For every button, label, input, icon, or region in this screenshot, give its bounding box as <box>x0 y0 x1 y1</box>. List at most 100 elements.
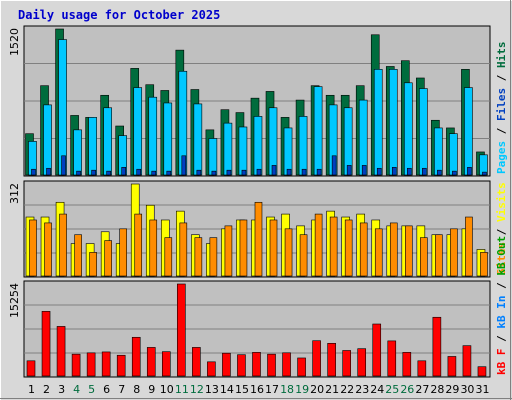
x-tick-5: 5 <box>88 383 95 396</box>
bar-kbf-day-30 <box>462 345 472 377</box>
bar-sites-day-29 <box>450 228 458 277</box>
x-axis-ticks: 1 2 3 4 5 6 7 8 9 10 11 12 13 14 15 16 17 18 19 20 21 22 23 24 2… <box>28 383 489 396</box>
bar-files-day-2 <box>43 104 52 176</box>
bar-sites-day-27 <box>420 237 428 277</box>
x-tick-29: 29 <box>445 383 459 396</box>
side-legend-part: Hits <box>495 42 508 69</box>
bar-pages-day-29 <box>452 170 457 176</box>
side-legend-part: Files <box>495 88 508 121</box>
side-legend-part: kB F <box>495 349 508 376</box>
bar-kbf-day-17 <box>267 353 276 377</box>
bar-kbf-day-13 <box>207 361 216 377</box>
bar-kbf-day-10 <box>161 351 171 377</box>
bar-files-day-28 <box>434 127 443 176</box>
bar-files-day-25 <box>388 69 398 176</box>
bar-files-day-16 <box>253 116 263 176</box>
bar-sites-day-22 <box>344 219 353 277</box>
bar-sites-day-18 <box>284 228 293 277</box>
bar-pages-day-21 <box>331 155 337 176</box>
bar-sites-day-19 <box>299 234 308 277</box>
bar-files-day-17 <box>268 107 278 176</box>
bar-files-day-30 <box>464 87 473 176</box>
chart-panels: 1520 Pages / Files / Hits 312 Sites / Visit… <box>8 25 508 378</box>
bar-kbf-day-4 <box>71 353 81 377</box>
bar-sites-day-31 <box>480 252 488 277</box>
bar-kbf-day-24 <box>372 323 382 377</box>
x-tick-10: 10 <box>160 383 174 396</box>
bar-sites-day-6 <box>104 240 112 277</box>
bar-sites-day-24 <box>374 228 383 277</box>
bar-files-day-14 <box>223 122 233 176</box>
bar-kbf-day-14 <box>222 352 231 377</box>
bar-files-day-27 <box>419 88 428 176</box>
panel-hits-files-pages: 1520 Pages / Files / Hits <box>8 25 508 177</box>
bar-files-day-5 <box>88 117 97 176</box>
x-tick-3: 3 <box>58 383 65 396</box>
bar-sites-day-21 <box>329 216 338 277</box>
y-max-label: 312 <box>8 183 21 204</box>
x-tick-30: 30 <box>460 383 474 396</box>
bar-sites-day-8 <box>134 213 143 277</box>
side-legend-part: / <box>495 222 508 242</box>
x-tick-11: 11 <box>175 383 189 396</box>
panel-kbytes: 15254 kB F / kB In / kB Out <box>8 236 508 378</box>
x-tick-6: 6 <box>103 383 110 396</box>
bar-sites-day-7 <box>119 228 127 277</box>
bar-pages-day-12 <box>196 169 202 176</box>
bar-kbf-day-23 <box>357 348 367 377</box>
bar-sites-day-26 <box>405 225 413 277</box>
x-tick-17: 17 <box>265 383 279 396</box>
bar-kbf-day-11 <box>177 283 186 377</box>
x-tick-2: 2 <box>43 383 50 396</box>
bar-kbf-day-31 <box>477 366 487 377</box>
side-legend-part: Visits <box>495 182 508 222</box>
bar-kbf-day-20 <box>312 340 321 377</box>
bar-files-day-15 <box>238 126 248 176</box>
x-tick-18: 18 <box>280 383 294 396</box>
bar-pages-day-26 <box>407 167 412 176</box>
bar-sites-day-20 <box>314 213 323 277</box>
bar-pages-day-30 <box>467 167 472 176</box>
x-tick-27: 27 <box>415 383 429 396</box>
bar-pages-day-15 <box>241 169 247 176</box>
x-tick-19: 19 <box>295 383 309 396</box>
bar-kbf-day-18 <box>282 352 291 377</box>
bar-pages-day-10 <box>166 170 172 176</box>
bar-kbf-day-2 <box>41 311 51 377</box>
side-legend-part: / <box>495 276 508 296</box>
bar-pages-day-16 <box>256 168 262 176</box>
bar-sites-day-23 <box>359 222 368 277</box>
bar-pages-day-1 <box>31 168 36 176</box>
bar-files-day-13 <box>208 138 218 176</box>
bar-files-day-18 <box>283 127 293 176</box>
x-tick-1: 1 <box>28 383 35 396</box>
bar-files-day-22 <box>343 107 353 176</box>
bar-sites-day-12 <box>194 237 203 277</box>
x-tick-8: 8 <box>133 383 140 396</box>
bar-files-day-23 <box>358 99 368 176</box>
bar-pages-day-20 <box>316 168 322 176</box>
bar-pages-day-13 <box>211 170 217 176</box>
bar-kbf-day-6 <box>101 351 111 377</box>
x-tick-4: 4 <box>73 383 80 396</box>
bar-files-day-19 <box>298 116 308 176</box>
bar-sites-day-28 <box>435 234 443 277</box>
bar-kbf-day-15 <box>237 354 246 377</box>
bar-pages-day-6 <box>106 170 111 176</box>
bar-sites-day-10 <box>164 237 173 277</box>
x-tick-15: 15 <box>235 383 249 396</box>
bar-files-day-24 <box>373 69 383 176</box>
side-legend-part: kB Out <box>495 236 508 276</box>
bar-pages-day-5 <box>91 169 96 176</box>
side-legend-panel-1: Pages / Files / Hits <box>495 42 508 175</box>
bar-pages-day-25 <box>391 167 397 176</box>
x-tick-9: 9 <box>148 383 155 396</box>
side-legend-part: kB In <box>495 296 508 329</box>
bar-pages-day-17 <box>271 165 277 176</box>
bar-kbf-day-16 <box>252 352 261 377</box>
bar-kbf-day-25 <box>387 340 397 377</box>
panel-visits-sites: 312 Sites / Visits <box>8 180 508 278</box>
bar-files-day-10 <box>163 102 173 176</box>
bar-files-day-6 <box>103 107 112 176</box>
